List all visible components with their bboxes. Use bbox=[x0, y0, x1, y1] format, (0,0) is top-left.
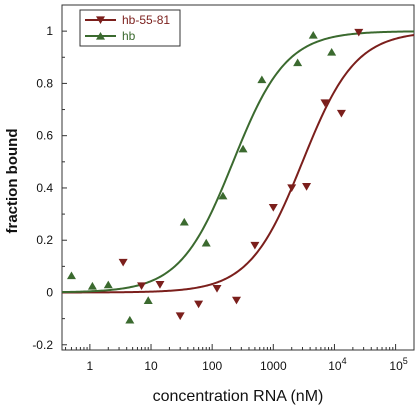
x-tick-label-exponent: 5 bbox=[403, 356, 408, 366]
legend: hb-55-81 hb bbox=[79, 9, 181, 47]
data-point-hb bbox=[238, 144, 248, 153]
x-tick-label: 1000 bbox=[260, 359, 287, 373]
data-point-hb-55-81 bbox=[287, 184, 297, 193]
data-point-hb-55-81 bbox=[175, 312, 185, 321]
data-point-hb bbox=[179, 217, 189, 226]
data-point-hb-55-81 bbox=[137, 282, 147, 291]
data-point-hb bbox=[143, 296, 153, 304]
y-tick-label: 0.2 bbox=[36, 233, 53, 247]
y-tick-label: 1 bbox=[46, 24, 53, 38]
x-axis-title: concentration RNA (nM) bbox=[153, 388, 324, 405]
plot-frame bbox=[61, 4, 415, 351]
x-tick-label-base: 1 bbox=[87, 359, 94, 373]
data-point-hb-55-81 bbox=[336, 109, 346, 118]
fit-curve-layer bbox=[61, 30, 415, 294]
data-point-hb bbox=[66, 271, 76, 280]
data-point-hb-55-81 bbox=[354, 28, 364, 37]
x-tick-label: 105 bbox=[389, 356, 407, 373]
data-point-hb bbox=[125, 315, 135, 324]
data-point-hb-55-81 bbox=[155, 281, 165, 289]
legend-box bbox=[79, 9, 181, 47]
legend-swatch-marker-hb-55-81 bbox=[96, 16, 105, 25]
x-tick-label-base: 100 bbox=[202, 359, 222, 373]
tick-layer: -0.200.20.40.60.811 10 100 1000 104 105 bbox=[32, 24, 407, 373]
x-tick-label-exponent: 4 bbox=[342, 356, 347, 366]
fit-curve-hb-55-81 bbox=[62, 34, 415, 294]
x-tick-label-base: 10 bbox=[328, 359, 342, 373]
y-tick-label: 0.8 bbox=[36, 76, 53, 90]
x-tick-label: 1 bbox=[87, 359, 94, 373]
legend-label-hb-55-81: hb-55-81 bbox=[122, 13, 170, 27]
x-tick-label: 10 bbox=[144, 359, 158, 373]
y-tick-label: 0.6 bbox=[36, 129, 53, 143]
data-point-hb bbox=[218, 191, 228, 200]
data-point-hb-55-81 bbox=[268, 203, 278, 212]
fit-curve-hb bbox=[61, 30, 415, 294]
data-point-hb-55-81 bbox=[212, 284, 222, 293]
data-point-hb-55-81 bbox=[320, 99, 330, 108]
data-point-hb bbox=[257, 75, 267, 84]
legend-label-hb: hb bbox=[122, 29, 136, 43]
x-tick-label: 100 bbox=[202, 359, 222, 373]
x-tick-label: 104 bbox=[328, 356, 346, 373]
x-tick-label-base: 1000 bbox=[260, 359, 287, 373]
data-point-hb-55-81 bbox=[250, 241, 260, 250]
data-point-hb bbox=[201, 238, 211, 247]
data-point-hb-55-81 bbox=[118, 258, 128, 267]
x-tick-label-base: 10 bbox=[144, 359, 158, 373]
data-point-hb-55-81 bbox=[302, 183, 312, 191]
x-tick-label-base: 10 bbox=[389, 359, 403, 373]
y-tick-label: -0.2 bbox=[32, 338, 53, 352]
y-tick-label: 0.4 bbox=[36, 181, 53, 195]
marker-layer bbox=[66, 28, 364, 324]
legend-swatch-marker-hb bbox=[96, 31, 105, 40]
data-point-hb bbox=[308, 31, 318, 39]
data-point-hb bbox=[327, 47, 337, 56]
y-tick-label: 0 bbox=[46, 286, 53, 300]
data-point-hb bbox=[103, 280, 113, 289]
data-point-hb-55-81 bbox=[194, 300, 204, 309]
y-axis-title: fraction bound bbox=[4, 129, 21, 234]
data-point-hb bbox=[293, 58, 303, 67]
data-point-hb-55-81 bbox=[231, 296, 241, 305]
data-point-hb bbox=[87, 281, 97, 290]
